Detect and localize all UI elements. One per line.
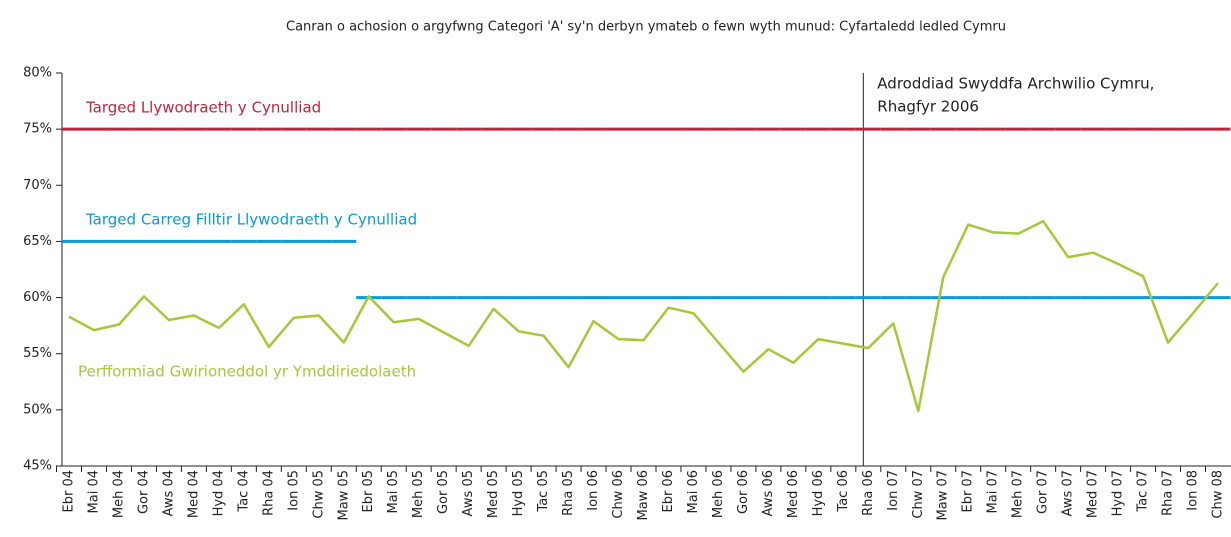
x-tick-label: Chw 06 bbox=[611, 470, 626, 519]
x-tick-label: Hyd 06 bbox=[811, 470, 826, 516]
x-tick-label: Chw 05 bbox=[311, 470, 326, 519]
y-tick-label: 70% bbox=[23, 178, 52, 193]
x-tick-label: Mai 06 bbox=[686, 470, 701, 513]
x-tick-label: Rha 07 bbox=[1161, 470, 1176, 516]
x-tick-label: Aws 07 bbox=[1061, 470, 1076, 516]
x-tick-label: Meh 05 bbox=[411, 470, 426, 518]
x-tick-label: Aws 05 bbox=[461, 470, 476, 516]
chart-title: Canran o achosion o argyfwng Categori 'A… bbox=[286, 20, 1006, 35]
x-tick-label: Hyd 05 bbox=[511, 470, 526, 516]
y-tick-label: 55% bbox=[23, 346, 52, 361]
x-tick-label: Maw 07 bbox=[936, 470, 951, 521]
x-tick-label: Rha 06 bbox=[861, 470, 876, 516]
y-tick-label: 50% bbox=[23, 402, 52, 417]
y-tick-label: 65% bbox=[23, 234, 52, 249]
x-tick-label: Tac 07 bbox=[1136, 470, 1151, 513]
x-tick-label: Ion 06 bbox=[586, 470, 601, 511]
series-line bbox=[68, 219, 1219, 413]
x-tick-label: Gor 04 bbox=[136, 470, 151, 514]
x-tick-label: Ebr 04 bbox=[62, 470, 77, 513]
x-tick-label: Aws 04 bbox=[161, 470, 176, 516]
x-tick-label: Gor 06 bbox=[736, 470, 751, 514]
y-tick-label: 60% bbox=[23, 290, 52, 305]
series-label: Targed Llywodraeth y Cynulliad bbox=[85, 99, 321, 117]
x-tick-label: Chw 07 bbox=[911, 470, 926, 519]
y-tick-label: 75% bbox=[23, 122, 52, 137]
x-tick-label: Mai 05 bbox=[386, 470, 401, 513]
y-tick-label: 45% bbox=[23, 459, 52, 474]
x-tick-label: Maw 06 bbox=[636, 470, 651, 521]
x-tick-label: Ion 05 bbox=[286, 470, 301, 511]
series-label: Perfformiad Gwirioneddol yr Ymddiriedola… bbox=[78, 363, 416, 381]
x-tick-label: Med 07 bbox=[1086, 470, 1101, 518]
x-tick-label: Tac 04 bbox=[236, 470, 251, 513]
y-tick-label: 80% bbox=[23, 66, 52, 81]
x-tick-label: Ebr 05 bbox=[361, 470, 376, 513]
annotation-text: Adroddiad Swyddfa Archwilio Cymru, bbox=[877, 75, 1154, 93]
x-tick-label: Meh 04 bbox=[111, 470, 126, 518]
x-tick-label: Aws 06 bbox=[761, 470, 776, 516]
x-tick-label: Med 05 bbox=[486, 470, 501, 518]
x-tick-label: Tac 05 bbox=[536, 470, 551, 513]
x-tick-label: Chw 08 bbox=[1211, 470, 1226, 519]
x-tick-label: Meh 07 bbox=[1011, 470, 1026, 518]
x-tick-label: Ion 07 bbox=[886, 470, 901, 511]
x-tick-label: Mai 07 bbox=[986, 470, 1001, 513]
annotation-text: Rhagfyr 2006 bbox=[877, 98, 979, 116]
x-tick-label: Maw 05 bbox=[336, 470, 351, 521]
x-tick-label: Med 06 bbox=[786, 470, 801, 518]
x-tick-label: Mai 04 bbox=[86, 470, 101, 513]
x-tick-label: Ion 08 bbox=[1186, 470, 1201, 511]
x-tick-label: Med 04 bbox=[186, 470, 201, 518]
x-tick-label: Ebr 06 bbox=[661, 470, 676, 513]
x-tick-label: Ebr 07 bbox=[961, 470, 976, 513]
x-tick-label: Tac 06 bbox=[836, 470, 851, 513]
x-tick-label: Rha 05 bbox=[561, 470, 576, 516]
series-label: Targed Carreg Filltir Llywodraeth y Cynu… bbox=[85, 211, 417, 229]
x-tick-label: Meh 06 bbox=[711, 470, 726, 518]
x-tick-label: Hyd 04 bbox=[211, 470, 226, 516]
x-tick-label: Gor 05 bbox=[436, 470, 451, 514]
x-tick-label: Gor 07 bbox=[1036, 470, 1051, 514]
x-tick-label: Rha 04 bbox=[261, 470, 276, 516]
x-tick-label: Hyd 07 bbox=[1111, 470, 1126, 516]
